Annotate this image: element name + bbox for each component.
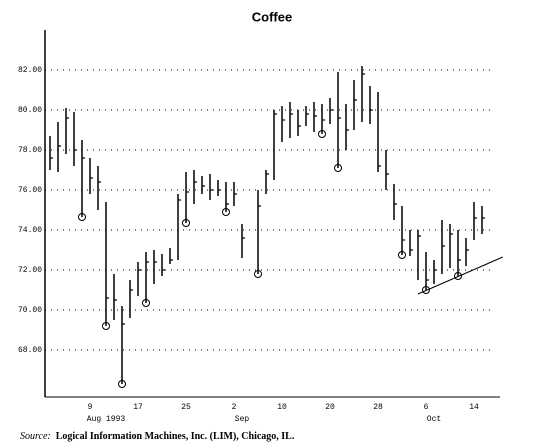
marker [182, 219, 190, 227]
y-tick-label: 78.00 [18, 146, 42, 155]
trendline [417, 256, 503, 295]
y-tick-label: 74.00 [18, 226, 42, 235]
y-tick-label: 68.00 [18, 346, 42, 355]
chart-title: Coffee [252, 9, 292, 24]
marker [142, 299, 150, 307]
y-tick-label: 72.00 [18, 266, 42, 275]
source-label: Source: [20, 431, 51, 442]
x-tick-label: 14 [469, 403, 479, 412]
marker [222, 208, 230, 216]
x-tick-label: 6 [424, 403, 429, 412]
source-text: Logical Information Machines, Inc. (LIM)… [56, 431, 295, 442]
y-tick-label: 80.00 [18, 106, 42, 115]
marker [398, 251, 406, 259]
marker [318, 130, 326, 138]
x-tick-label: 9 [88, 403, 93, 412]
x-tick-label: 2 [232, 403, 237, 412]
x-tick-label: 25 [181, 403, 191, 412]
month-label: Sep [235, 415, 250, 424]
marker [102, 322, 110, 330]
source: Source: Logical Information Machines, Inc… [20, 431, 295, 442]
y-tick-label: 82.00 [18, 66, 42, 75]
marker [118, 380, 126, 388]
marker [334, 164, 342, 172]
x-tick-label: 17 [133, 403, 143, 412]
x-tick-label: 10 [277, 403, 287, 412]
y-tick-label: 70.00 [18, 306, 42, 315]
x-tick-label: 28 [373, 403, 383, 412]
x-tick-label: 20 [325, 403, 335, 412]
marker [254, 270, 262, 278]
month-label: Oct [427, 415, 441, 424]
marker [422, 286, 430, 294]
marker [454, 272, 462, 280]
y-tick-label: 76.00 [18, 186, 42, 195]
month-label: Aug 1993 [87, 415, 126, 424]
marker [78, 213, 86, 221]
